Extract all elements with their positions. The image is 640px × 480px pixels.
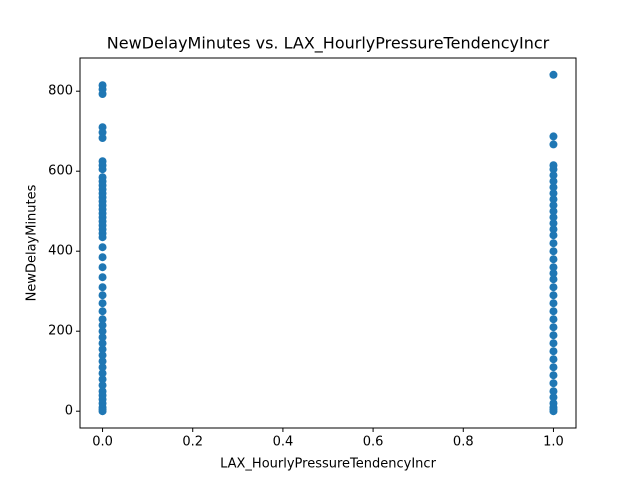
point [98, 381, 107, 390]
point [549, 315, 558, 324]
x-tick-label: 0.6 [363, 435, 384, 450]
point [98, 333, 107, 342]
y-tick-label: 800 [48, 84, 73, 99]
point [98, 165, 107, 174]
point [549, 387, 558, 396]
point [549, 225, 558, 234]
point [98, 369, 107, 378]
y-tick-label: 600 [48, 164, 73, 179]
point [98, 291, 107, 300]
point [549, 363, 558, 372]
point [549, 177, 558, 186]
point [98, 407, 107, 416]
y-tick-label: 200 [48, 324, 73, 339]
point [98, 253, 107, 262]
point [549, 213, 558, 222]
point [98, 327, 107, 336]
point [549, 165, 558, 174]
point [549, 231, 558, 240]
point [549, 371, 558, 380]
point [549, 407, 558, 416]
point [98, 345, 107, 354]
point [549, 132, 558, 141]
point [98, 90, 107, 98]
point [98, 273, 107, 282]
y-axis-label: NewDelayMinutes [25, 184, 40, 301]
point [98, 375, 107, 384]
x-axis-label: LAX_HourlyPressureTendencyIncr [220, 457, 436, 472]
point [98, 307, 107, 316]
point [98, 321, 107, 330]
point [549, 219, 558, 228]
point [549, 255, 558, 264]
point [98, 357, 107, 366]
x-tick-label: 0.4 [273, 435, 294, 450]
axes-frame [79, 57, 577, 429]
x-tick-label: 0.2 [182, 435, 203, 450]
point [549, 189, 558, 198]
point [549, 393, 558, 402]
point [549, 347, 558, 356]
point [549, 283, 558, 292]
point [549, 307, 558, 316]
point [98, 283, 107, 292]
point [549, 207, 558, 216]
point [549, 339, 558, 348]
point [98, 351, 107, 360]
point [549, 379, 558, 388]
point [549, 171, 558, 180]
point [549, 275, 558, 284]
chart-title: NewDelayMinutes vs. LAX_HourlyPressureTe… [107, 34, 550, 54]
point [549, 247, 558, 256]
point [98, 339, 107, 348]
point [549, 323, 558, 332]
point [98, 263, 107, 272]
x-tick-label: 1.0 [543, 435, 564, 450]
point [98, 363, 107, 372]
point [98, 299, 107, 308]
point [98, 243, 107, 252]
point [98, 128, 107, 137]
point [98, 315, 107, 324]
point [549, 140, 558, 149]
point [549, 299, 558, 308]
point [549, 291, 558, 300]
point [549, 263, 558, 272]
y-tick-label: 400 [48, 244, 73, 259]
point [549, 70, 558, 79]
point [549, 331, 558, 340]
point [549, 269, 558, 278]
point [549, 183, 558, 192]
x-tick-label: 0.0 [92, 435, 113, 450]
point [549, 201, 558, 210]
x-tick-label: 0.8 [453, 435, 474, 450]
point [549, 195, 558, 204]
point [98, 134, 107, 142]
y-tick-label: 0 [65, 404, 73, 419]
point [98, 233, 107, 242]
point [549, 355, 558, 364]
point [549, 239, 558, 248]
